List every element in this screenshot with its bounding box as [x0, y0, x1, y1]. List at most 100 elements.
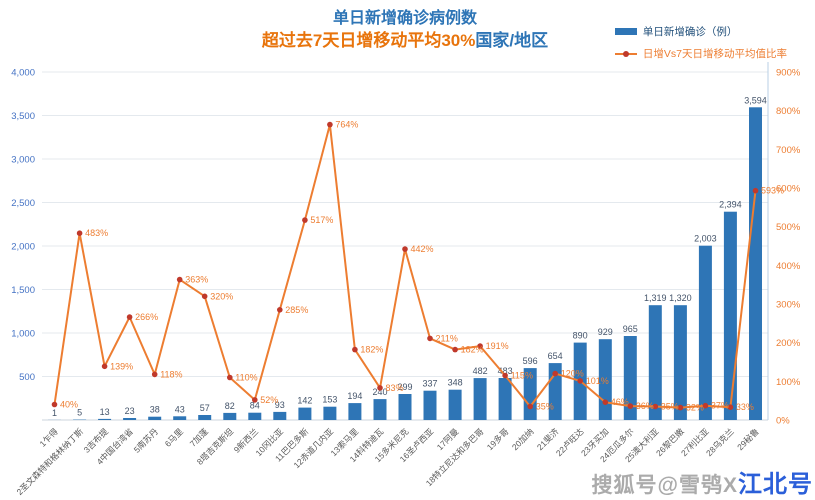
y-tick-label: 0%	[776, 416, 790, 427]
y-tick-label: 200%	[776, 338, 801, 349]
bar-value-label: 142	[297, 396, 312, 406]
data-point	[402, 246, 408, 252]
bar-value-label: 153	[322, 395, 337, 405]
bar-value-label: 482	[473, 366, 488, 376]
x-tick-label: 20加纳	[510, 426, 536, 452]
data-point	[252, 397, 258, 403]
y-tick-label: 1,500	[11, 285, 35, 296]
bar-value-label: 1,320	[669, 293, 692, 303]
legend-item-bars: 单日新增确诊（例）	[614, 24, 738, 39]
percent-label: 285%	[285, 305, 308, 315]
y-tick-label: 400%	[776, 261, 801, 272]
percent-label: 483%	[85, 228, 108, 238]
bar-value-label: 240	[372, 387, 387, 397]
x-tick-label: 7加蓬	[188, 426, 211, 449]
bar-value-label: 3,594	[744, 95, 767, 105]
bar	[298, 407, 312, 420]
data-point	[652, 403, 659, 410]
percent-label: 118%	[160, 369, 182, 379]
bar-value-label: 194	[347, 391, 362, 401]
percent-label: 266%	[135, 312, 158, 322]
data-point	[377, 385, 383, 391]
bar-value-label: 2,003	[694, 234, 717, 244]
y-tick-label: 500%	[776, 222, 801, 233]
data-point	[126, 314, 133, 320]
bar	[248, 412, 262, 420]
percent-label: 40%	[60, 400, 78, 410]
data-point	[51, 401, 58, 408]
bar	[698, 245, 712, 420]
percent-label: 139%	[110, 361, 133, 371]
bar	[273, 411, 287, 420]
percent-label: 36%	[636, 401, 654, 411]
bar	[723, 211, 737, 420]
percent-label: 211%	[436, 333, 458, 343]
bar	[423, 390, 437, 420]
bar-value-label: 654	[548, 351, 563, 361]
data-point	[577, 378, 583, 384]
bar	[523, 368, 537, 420]
bar-value-label: 299	[397, 382, 412, 392]
data-point	[477, 343, 483, 349]
legend: 单日新增确诊（例） 日增Vs7天日增移动平均值比率	[614, 24, 787, 61]
data-point	[302, 217, 308, 223]
bar	[673, 305, 687, 420]
data-point	[151, 371, 158, 378]
legend-line-marker-icon	[622, 50, 629, 57]
x-tick-label: 28乌克兰	[704, 426, 736, 458]
percent-label: 442%	[411, 244, 434, 254]
y-tick-label: 300%	[776, 300, 801, 311]
legend-bar-label: 单日新增确诊（例）	[642, 26, 738, 38]
bar-value-label: 596	[523, 356, 538, 366]
bar	[623, 336, 637, 420]
y-tick-label: 2,000	[11, 242, 35, 253]
y-tick-label: 4,000	[11, 68, 35, 79]
y-tick-label: 800%	[776, 106, 801, 117]
data-point	[101, 363, 108, 370]
watermark: 搜狐号@雪鸮X江北号	[592, 464, 813, 499]
bar-value-labels: 1 5 13 23 38 43 57 82 84 93 142 153 194 240 299 337 348 4…	[52, 95, 767, 418]
x-tick-label: 29秘鲁	[735, 426, 761, 452]
percent-label: 33%	[736, 402, 754, 412]
y-tick-label: 3,500	[11, 111, 35, 122]
bar-value-label: 965	[623, 324, 638, 334]
bar-value-label: 890	[573, 331, 588, 341]
percent-label: 320%	[210, 291, 233, 301]
percent-label: 35%	[661, 402, 679, 412]
bar	[448, 389, 462, 420]
bar	[148, 416, 162, 420]
percent-label: 182%	[360, 345, 383, 355]
bar-value-label: 82	[225, 401, 235, 411]
bar-value-label: 1,319	[644, 293, 667, 303]
y-axis-left: 4,000 3,500 3,000 2,500 2,000 1,500 1,000 500	[11, 68, 35, 384]
bar	[323, 406, 337, 420]
legend-item-line: 日增Vs7天日增移动平均值比率	[614, 46, 787, 61]
bar-value-label: 57	[200, 403, 210, 413]
y-tick-label: 600%	[776, 184, 801, 195]
bar-value-label: 929	[598, 327, 613, 337]
bar-value-label: 2,394	[719, 200, 742, 210]
data-point	[352, 346, 358, 353]
bar-value-label: 337	[422, 379, 437, 389]
legend-line-swatch	[614, 50, 637, 57]
watermark-gray-text: 搜狐号@雪鸮X	[591, 474, 738, 497]
y-tick-label: 2,500	[11, 198, 35, 209]
percent-label: 101%	[586, 376, 609, 386]
bar-value-label: 5	[77, 408, 82, 418]
data-point	[702, 402, 709, 409]
percent-labels: 40% 483% 139% 266% 118% 363%320% 110% 52% 285% 51…	[60, 120, 784, 413]
bar	[123, 418, 137, 420]
data-point	[427, 335, 433, 342]
x-tick-label: 1乍得	[37, 426, 60, 449]
percent-label: 593%	[761, 186, 784, 196]
y-tick-label: 3,000	[11, 155, 35, 166]
bar-value-label: 84	[250, 401, 260, 411]
bar-value-label: 43	[175, 404, 185, 414]
x-tick-label: 5南苏丹	[132, 426, 161, 455]
bar	[648, 305, 662, 420]
bar	[398, 394, 412, 420]
data-point	[552, 370, 558, 377]
bar-value-label: 1	[52, 408, 57, 418]
